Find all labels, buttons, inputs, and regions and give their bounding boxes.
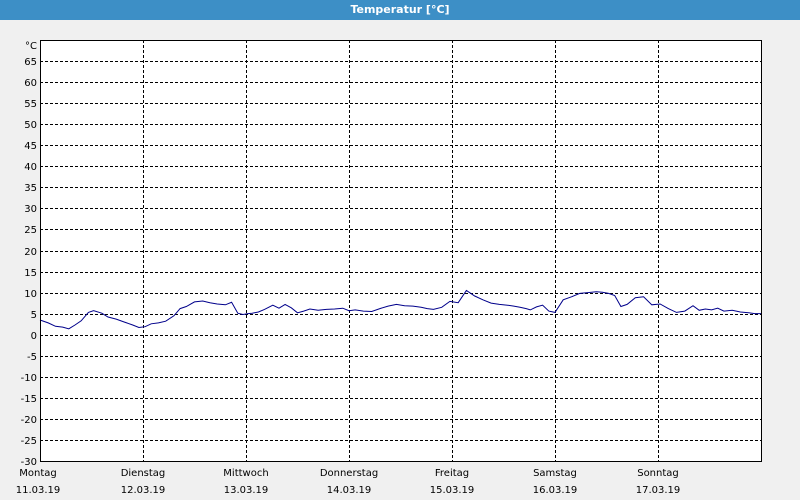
y-tick-label: 0 xyxy=(31,331,37,342)
plot-area xyxy=(40,40,761,461)
x-tick-day: Samstag xyxy=(533,468,577,479)
x-tick-day: Freitag xyxy=(435,468,469,479)
x-tick-date: 12.03.19 xyxy=(121,485,166,496)
y-tick-label: -30 xyxy=(21,457,37,468)
x-tick-day: Montag xyxy=(19,468,56,479)
x-tick-date: 13.03.19 xyxy=(224,485,269,496)
temperature-chart: 65605550454035302520151050-5-10-15-20-25… xyxy=(16,40,762,496)
y-tick-label: 15 xyxy=(24,268,37,279)
x-tick-day: Sonntag xyxy=(637,468,679,479)
x-axis-ticks: Montag 11.03.19 Dienstag 12.03.19 Mittwoch 13… xyxy=(16,468,681,496)
series-layer xyxy=(39,289,761,330)
y-tick-label: -5 xyxy=(27,352,37,363)
y-tick-label: 55 xyxy=(24,99,37,110)
y-tick-label: 50 xyxy=(24,120,37,131)
y-tick-label: 20 xyxy=(24,247,37,258)
y-tick-label: 65 xyxy=(24,57,37,68)
y-unit-label: °C xyxy=(25,41,37,52)
x-tick-date: 15.03.19 xyxy=(430,485,475,496)
y-tick-label: 10 xyxy=(24,289,37,300)
y-tick-label: 5 xyxy=(31,310,37,321)
y-tick-label: -25 xyxy=(21,436,37,447)
chart-title: Temperatur [°C] xyxy=(0,0,800,20)
y-tick-label: -15 xyxy=(21,394,37,405)
x-tick-date: 17.03.19 xyxy=(636,485,681,496)
x-tick-date: 14.03.19 xyxy=(327,485,372,496)
x-tick-day: Dienstag xyxy=(121,468,166,479)
y-tick-label: 25 xyxy=(24,225,37,236)
x-tick-day: Donnerstag xyxy=(320,468,378,479)
y-tick-label: 30 xyxy=(24,204,37,215)
grid-lines xyxy=(40,40,761,461)
plot-frame xyxy=(40,40,762,462)
y-axis-ticks: 65605550454035302520151050-5-10-15-20-25… xyxy=(21,57,37,468)
y-tick-label: 35 xyxy=(24,183,37,194)
x-tick-date: 16.03.19 xyxy=(533,485,578,496)
x-tick-date: 11.03.19 xyxy=(16,485,61,496)
y-tick-label: 60 xyxy=(24,78,37,89)
temperature-series-line xyxy=(39,289,761,330)
x-tick-day: Mittwoch xyxy=(223,468,268,479)
y-tick-label: -10 xyxy=(21,373,37,384)
y-tick-label: 45 xyxy=(24,141,37,152)
y-tick-label: 40 xyxy=(24,162,37,173)
y-tick-label: -20 xyxy=(21,415,37,426)
